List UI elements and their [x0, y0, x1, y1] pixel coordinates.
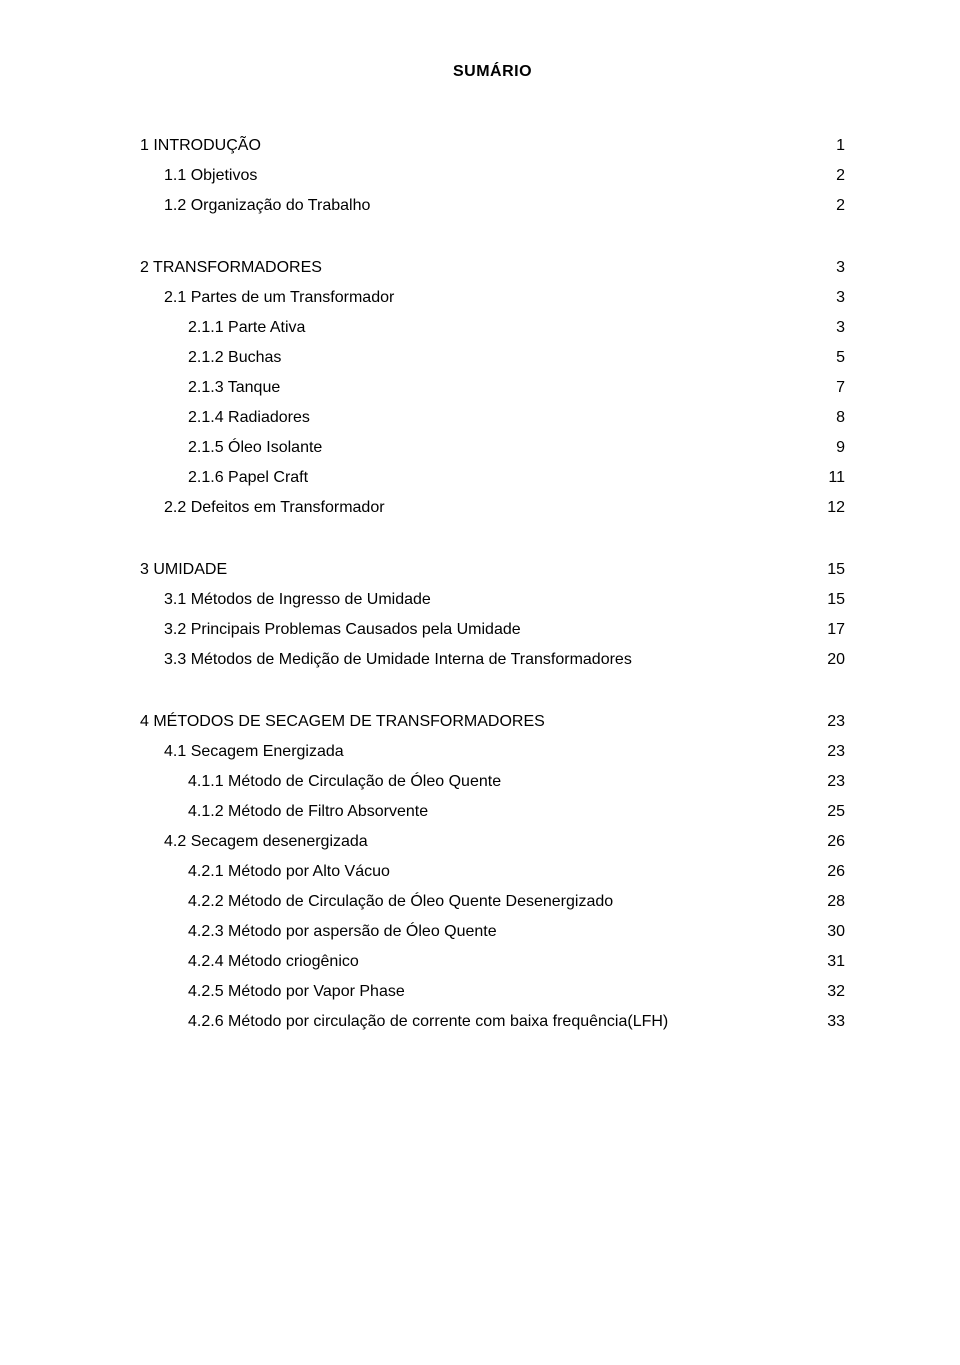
toc-entry: 1.1 Objetivos 2: [140, 164, 845, 188]
toc-entry-page: 28: [827, 890, 845, 914]
toc-entry: 4.2.5 Método por Vapor Phase 32: [140, 980, 845, 1004]
toc-entry: 2.1.3 Tanque 7: [140, 376, 845, 400]
toc-entry: 2.2 Defeitos em Transformador 12: [140, 496, 845, 520]
toc-entry-page: 15: [827, 558, 845, 582]
toc-entry-label: 1.2 Organização do Trabalho: [164, 194, 370, 218]
toc-entry: 1.2 Organização do Trabalho 2: [140, 194, 845, 218]
toc-entry-label: 3.1 Métodos de Ingresso de Umidade: [164, 588, 431, 612]
toc-entry-page: 8: [836, 406, 845, 430]
toc-entry-page: 2: [836, 194, 845, 218]
toc-entry: 4.2.4 Método criogênico 31: [140, 950, 845, 974]
toc-entry-page: 12: [827, 496, 845, 520]
toc-entry-label: 4.1 Secagem Energizada: [164, 740, 344, 764]
toc-entry-label: 3.2 Principais Problemas Causados pela U…: [164, 618, 521, 642]
toc-entry-label: 1 INTRODUÇÃO: [140, 134, 261, 158]
toc-entry: 4.2.1 Método por Alto Vácuo 26: [140, 860, 845, 884]
toc-entry-label: 4 MÉTODOS DE SECAGEM DE TRANSFORMADORES: [140, 710, 545, 734]
toc-entry-page: 30: [827, 920, 845, 944]
section-gap: [140, 224, 845, 256]
toc-entry-page: 3: [836, 316, 845, 340]
toc-entry-label: 2 TRANSFORMADORES: [140, 256, 322, 280]
toc-entry-label: 2.1.4 Radiadores: [188, 406, 310, 430]
toc-entry-label: 2.2 Defeitos em Transformador: [164, 496, 385, 520]
toc-entry-label: 2.1.1 Parte Ativa: [188, 316, 305, 340]
toc-entry: 4.2.2 Método de Circulação de Óleo Quent…: [140, 890, 845, 914]
toc-entry-label: 4.2.4 Método criogênico: [188, 950, 359, 974]
toc-entry-label: 1.1 Objetivos: [164, 164, 257, 188]
toc-list: 1 INTRODUÇÃO11.1 Objetivos21.2 Organizaç…: [140, 134, 845, 1034]
toc-entry-label: 4.2.3 Método por aspersão de Óleo Quente: [188, 920, 497, 944]
toc-entry-page: 32: [827, 980, 845, 1004]
toc-entry-page: 11: [828, 466, 845, 490]
toc-entry-label: 2.1.5 Óleo Isolante: [188, 436, 322, 460]
toc-entry-page: 5: [836, 346, 845, 370]
section-gap: [140, 678, 845, 710]
toc-entry-label: 2.1.6 Papel Craft: [188, 466, 308, 490]
toc-entry: 4.2 Secagem desenergizada 26: [140, 830, 845, 854]
toc-entry: 4.1.2 Método de Filtro Absorvente 25: [140, 800, 845, 824]
toc-entry-label: 2.1.2 Buchas: [188, 346, 281, 370]
section-gap: [140, 526, 845, 558]
toc-entry: 1 INTRODUÇÃO 1: [140, 134, 845, 158]
toc-entry-label: 3.3 Métodos de Medição de Umidade Intern…: [164, 648, 632, 672]
toc-entry-page: 25: [827, 800, 845, 824]
toc-entry-label: 4.2.2 Método de Circulação de Óleo Quent…: [188, 890, 613, 914]
toc-entry-label: 2.1.3 Tanque: [188, 376, 280, 400]
toc-entry: 4.1.1 Método de Circulação de Óleo Quent…: [140, 770, 845, 794]
toc-entry: 3 UMIDADE 15: [140, 558, 845, 582]
toc-entry: 2 TRANSFORMADORES 3: [140, 256, 845, 280]
toc-entry: 2.1.4 Radiadores 8: [140, 406, 845, 430]
toc-entry-page: 31: [827, 950, 845, 974]
toc-entry: 2.1 Partes de um Transformador 3: [140, 286, 845, 310]
toc-entry-page: 26: [827, 830, 845, 854]
toc-entry-page: 15: [827, 588, 845, 612]
toc-entry-label: 4.1.2 Método de Filtro Absorvente: [188, 800, 428, 824]
toc-entry: 2.1.5 Óleo Isolante 9: [140, 436, 845, 460]
toc-entry-page: 20: [827, 648, 845, 672]
toc-entry: 4 MÉTODOS DE SECAGEM DE TRANSFORMADORES 2…: [140, 710, 845, 734]
toc-entry-page: 23: [827, 710, 845, 734]
toc-entry-page: 17: [827, 618, 845, 642]
toc-entry-label: 4.2 Secagem desenergizada: [164, 830, 368, 854]
toc-entry-page: 1: [836, 134, 845, 158]
toc-entry-page: 3: [836, 256, 845, 280]
page-title: SUMÁRIO: [140, 60, 845, 84]
toc-entry: 4.2.3 Método por aspersão de Óleo Quente…: [140, 920, 845, 944]
toc-entry-page: 23: [827, 740, 845, 764]
toc-entry-page: 9: [836, 436, 845, 460]
toc-entry-page: 23: [827, 770, 845, 794]
toc-entry-page: 7: [836, 376, 845, 400]
toc-entry-page: 26: [827, 860, 845, 884]
toc-entry-page: 2: [836, 164, 845, 188]
toc-entry-label: 4.2.1 Método por Alto Vácuo: [188, 860, 390, 884]
toc-entry-page: 3: [836, 286, 845, 310]
toc-entry: 4.2.6 Método por circulação de corrente …: [140, 1010, 845, 1034]
toc-entry: 3.2 Principais Problemas Causados pela U…: [140, 618, 845, 642]
toc-entry-label: 4.1.1 Método de Circulação de Óleo Quent…: [188, 770, 501, 794]
toc-entry-page: 33: [827, 1010, 845, 1034]
toc-entry: 3.3 Métodos de Medição de Umidade Intern…: [140, 648, 845, 672]
toc-entry: 2.1.2 Buchas 5: [140, 346, 845, 370]
toc-entry: 2.1.1 Parte Ativa 3: [140, 316, 845, 340]
toc-entry: 4.1 Secagem Energizada 23: [140, 740, 845, 764]
toc-entry-label: 4.2.5 Método por Vapor Phase: [188, 980, 405, 1004]
toc-entry: 2.1.6 Papel Craft 11: [140, 466, 845, 490]
toc-entry-label: 3 UMIDADE: [140, 558, 227, 582]
toc-entry: 3.1 Métodos de Ingresso de Umidade 15: [140, 588, 845, 612]
toc-entry-label: 4.2.6 Método por circulação de corrente …: [188, 1010, 668, 1034]
toc-entry-label: 2.1 Partes de um Transformador: [164, 286, 394, 310]
